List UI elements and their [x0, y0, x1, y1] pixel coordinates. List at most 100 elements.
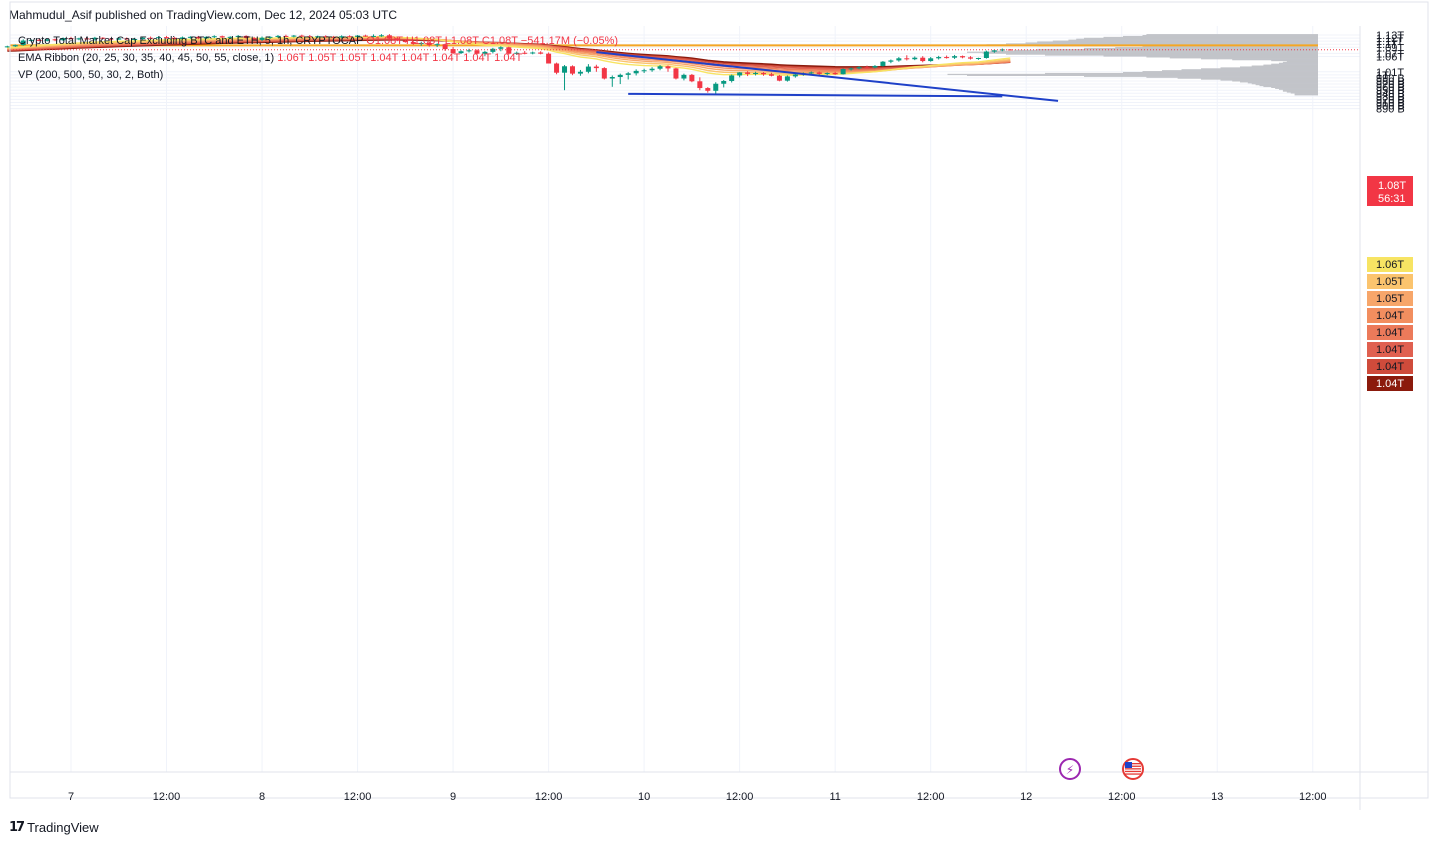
time-tick-label: 10: [638, 791, 650, 803]
candle-body: [792, 74, 798, 77]
legend-symbol[interactable]: Crypto Total Market Cap Excluding BTC an…: [18, 35, 618, 47]
volume-profile-bar: [947, 73, 1318, 76]
candle: [402, 39, 408, 43]
candle-body: [394, 38, 400, 41]
candle-body: [490, 48, 496, 52]
candle: [386, 34, 392, 39]
volume-profile-bar: [1123, 35, 1318, 38]
flag-stripe: [1125, 765, 1141, 767]
candle-body: [458, 51, 464, 54]
candle: [840, 68, 846, 75]
candle: [331, 35, 337, 39]
candle-body: [307, 36, 313, 38]
time-tick-label: 12:00: [344, 791, 372, 803]
candle-body: [370, 35, 376, 37]
candle-body: [609, 77, 615, 79]
candle: [299, 34, 305, 37]
candle: [28, 39, 34, 42]
candle-body: [593, 66, 599, 69]
time-tick-label: 12:00: [153, 791, 181, 803]
candle-body: [729, 75, 735, 81]
candle-body: [737, 72, 743, 76]
candle: [132, 37, 138, 41]
candle: [116, 37, 122, 40]
candle: [108, 38, 114, 41]
candle: [713, 82, 719, 95]
candle: [928, 57, 934, 62]
candle: [546, 52, 552, 64]
candle-body: [832, 73, 838, 75]
volume-profile-bar: [1286, 91, 1318, 93]
legend-ema-ribbon[interactable]: EMA Ribbon (20, 25, 30, 35, 40, 45, 50, …: [18, 52, 522, 64]
candle-body: [275, 35, 281, 37]
candle: [761, 72, 767, 76]
price-tick-label: 990 B: [1376, 73, 1405, 85]
candle: [418, 41, 424, 46]
volume-profile-bar: [1084, 75, 1318, 77]
volume-profile-bar: [1084, 47, 1318, 50]
candle: [482, 50, 488, 57]
candle: [458, 50, 464, 55]
candle: [148, 36, 154, 39]
ema-price-tags: 1.06T 1.05T 1.05T 1.04T 1.04T 1.04T 1.04T 1.04T: [1367, 257, 1413, 391]
trendline: [628, 92, 1003, 98]
time-tick-label: 12:00: [917, 791, 945, 803]
tradingview-brand[interactable]: 17 TradingView: [9, 820, 99, 835]
volume-profile-bar: [1282, 61, 1318, 64]
candle-body: [506, 47, 512, 54]
candle: [816, 71, 822, 76]
volume-profile-bar: [1201, 78, 1318, 80]
candle: [745, 71, 751, 77]
candle-body: [928, 58, 934, 62]
candle: [315, 35, 321, 39]
price-tick-label: 910 B: [1376, 97, 1405, 109]
time-tick-label: 12: [1020, 791, 1032, 803]
candle: [983, 50, 989, 59]
lightning-icon: [1059, 758, 1081, 780]
us-flag-icon: [1122, 758, 1144, 780]
candle: [124, 37, 130, 40]
volume-profile: [947, 34, 1318, 96]
candle: [44, 38, 50, 42]
grid: [10, 26, 1360, 772]
ema-price-tag: [1367, 291, 1413, 306]
time-tick-label: 12:00: [1108, 791, 1136, 803]
candles: [4, 34, 1013, 95]
candle-body: [251, 38, 257, 40]
candle: [378, 34, 384, 37]
candle-body: [888, 60, 894, 62]
candle: [721, 80, 727, 88]
price-tick-label: 950 B: [1376, 85, 1405, 97]
candle-body: [848, 68, 854, 70]
last-price-tag: [1367, 176, 1413, 206]
candle: [195, 35, 201, 40]
candle-body: [872, 65, 878, 68]
ema-price-tag-label: 1.04T: [1376, 361, 1404, 373]
candle-body: [474, 50, 480, 54]
candle: [944, 55, 950, 59]
candle: [641, 68, 647, 74]
time-tick-label: 13: [1211, 791, 1223, 803]
price-tick-label: 1.1T: [1376, 39, 1398, 51]
candle: [880, 61, 886, 67]
candle-body: [673, 68, 679, 79]
candle-body: [665, 66, 671, 69]
volume-profile-bar: [1282, 89, 1318, 91]
candle-body: [283, 35, 289, 37]
candle-body: [776, 75, 782, 81]
candle-body: [585, 66, 591, 72]
candle-body: [442, 44, 448, 50]
candle-body: [68, 38, 74, 40]
price-tick-label: 1.12T: [1376, 33, 1404, 45]
candle: [251, 36, 257, 41]
candle: [960, 55, 966, 59]
price-tick-label: 1T: [1376, 70, 1389, 82]
candle-body: [124, 38, 130, 40]
legend-volume-profile[interactable]: VP (200, 500, 50, 30, 2, Both): [18, 69, 163, 81]
candle-body: [482, 51, 488, 54]
candle-body: [347, 36, 353, 38]
price-tick-label: 980 B: [1376, 76, 1405, 88]
last-price-countdown: 56:31: [1378, 193, 1406, 205]
